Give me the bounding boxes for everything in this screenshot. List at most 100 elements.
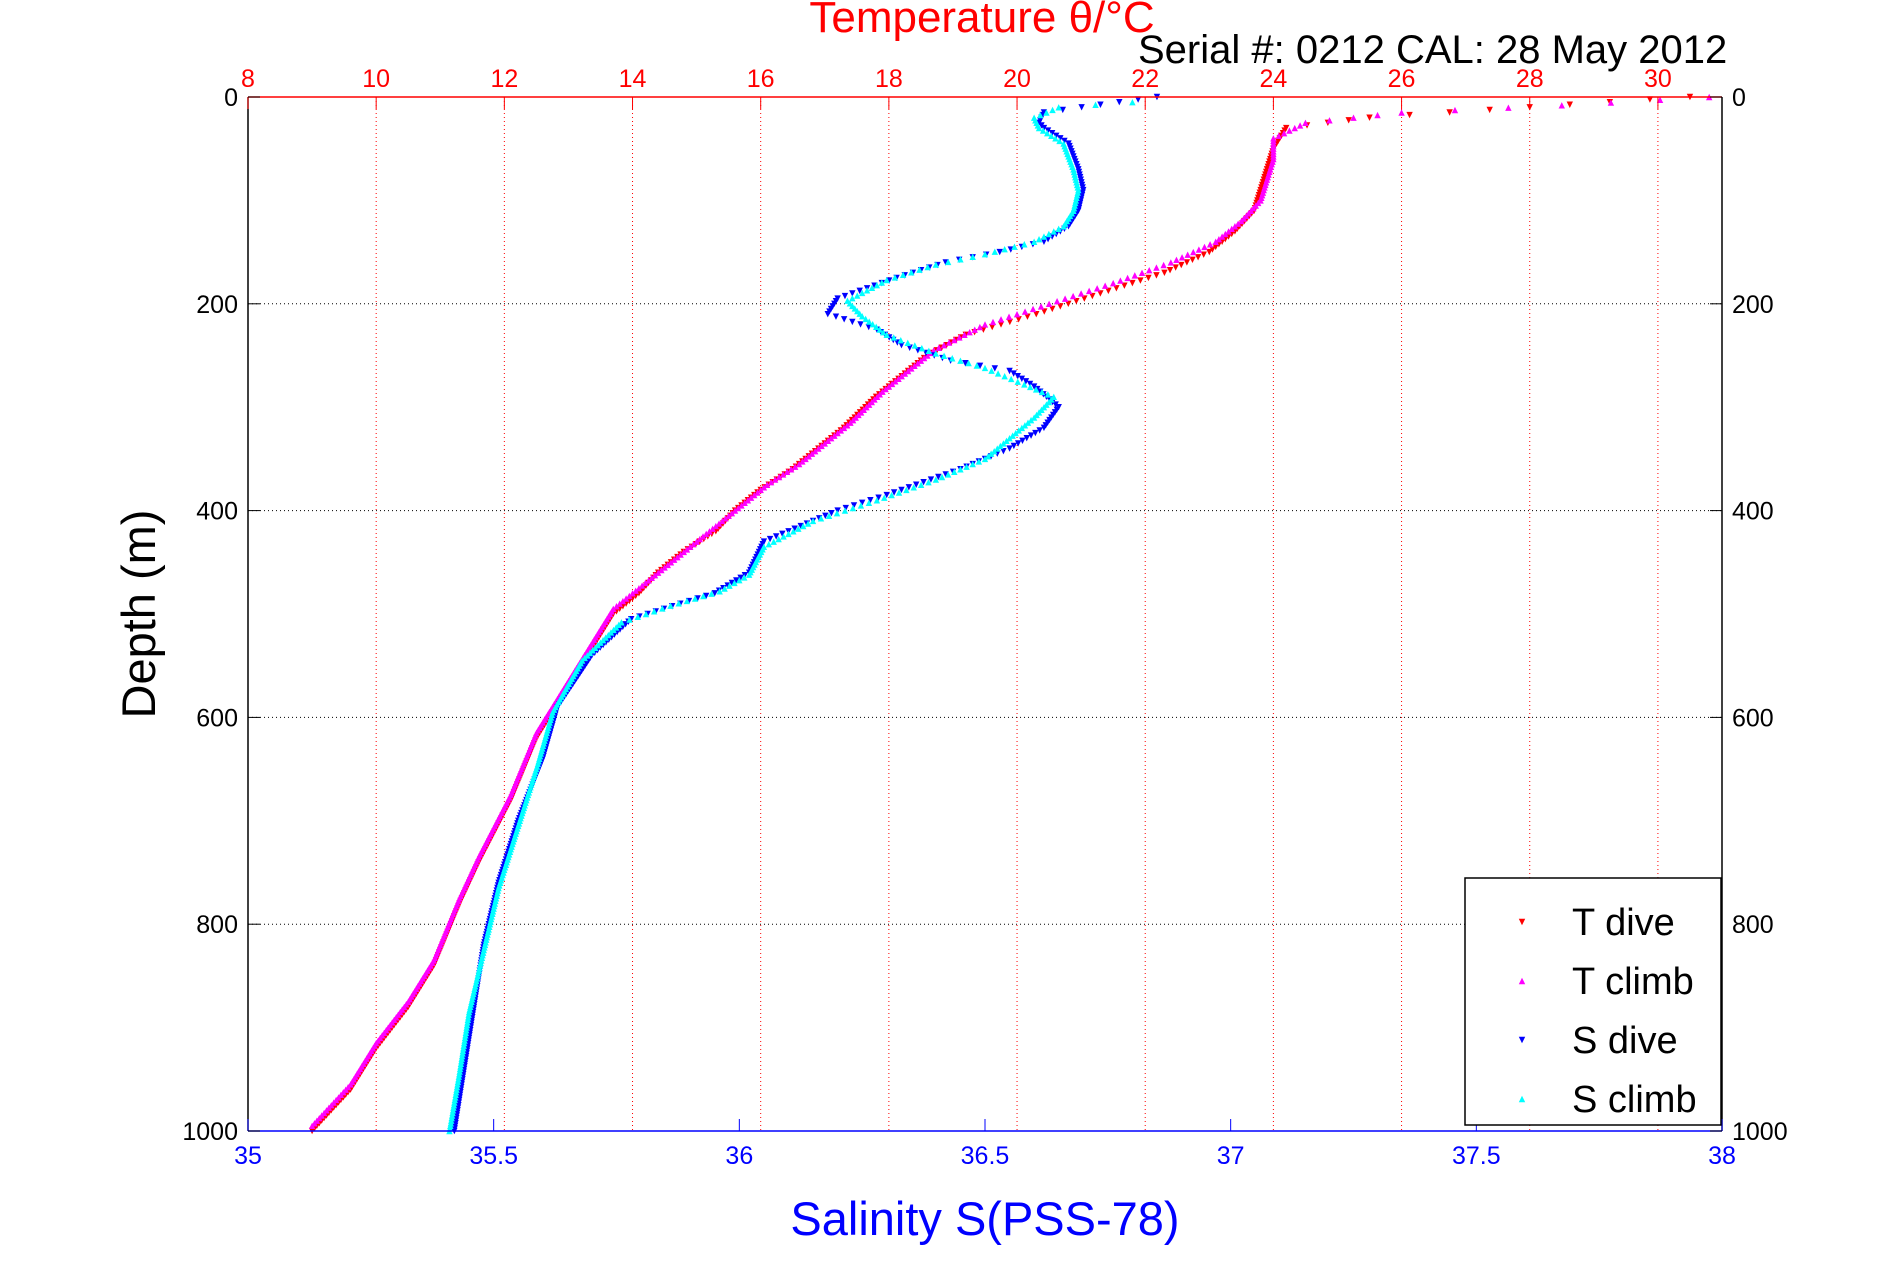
temp-tick-label: 22 <box>1131 65 1159 93</box>
data-point <box>741 574 748 581</box>
data-point <box>1184 251 1191 258</box>
data-point <box>817 515 825 522</box>
data-point <box>1039 127 1047 134</box>
data-point <box>895 375 902 382</box>
data-point <box>642 579 649 587</box>
data-point <box>1003 437 1010 445</box>
data-point <box>1092 101 1099 108</box>
data-point <box>638 582 646 589</box>
data-point <box>1646 96 1654 103</box>
data-point <box>849 290 856 297</box>
data-point <box>1006 367 1013 375</box>
data-point <box>833 509 841 517</box>
data-point <box>613 603 620 610</box>
data-point <box>888 491 895 499</box>
data-point <box>1030 383 1038 390</box>
data-point <box>622 595 630 602</box>
temp-tick-label: 26 <box>1388 65 1416 93</box>
data-point <box>1190 248 1197 256</box>
data-point <box>1012 429 1019 437</box>
data-point <box>804 520 812 527</box>
depth-tick-label-right: 0 <box>1732 84 1746 112</box>
data-point <box>873 281 881 289</box>
data-point <box>1238 217 1245 225</box>
data-point <box>463 1021 471 1029</box>
data-point <box>765 541 773 548</box>
legend-item-t-climb: T climb <box>1518 961 1694 1003</box>
data-point <box>1057 303 1064 310</box>
data-point <box>997 316 1005 323</box>
temp-tick-label: 10 <box>362 65 390 93</box>
data-point <box>661 564 668 571</box>
data-point <box>825 512 833 519</box>
data-point <box>940 341 948 349</box>
data-point <box>659 605 666 612</box>
data-point <box>1446 109 1453 116</box>
data-point <box>1212 238 1219 245</box>
data-point <box>876 326 883 333</box>
data-point <box>1172 264 1179 271</box>
data-point <box>844 422 851 429</box>
data-point <box>994 445 1001 452</box>
data-point <box>447 1120 454 1127</box>
data-point <box>989 323 996 331</box>
data-point <box>1008 375 1015 383</box>
axes: 8 10 12 14 16 18 20 22 24 26 28 30 35 35.5 36 36.5 37 37.… <box>182 65 1787 1170</box>
data-point <box>699 533 707 540</box>
data-point <box>1566 101 1573 108</box>
data-point <box>1105 287 1112 295</box>
data-point <box>451 1096 459 1104</box>
data-point <box>1021 381 1028 388</box>
data-point <box>736 577 743 584</box>
data-point <box>873 323 880 331</box>
data-point <box>1010 370 1017 377</box>
data-point <box>772 533 780 540</box>
data-point <box>897 336 904 344</box>
data-point <box>733 577 740 584</box>
data-point <box>1045 300 1053 307</box>
data-point <box>1206 241 1214 248</box>
depth-tick-label-right: 800 <box>1732 911 1774 939</box>
data-point <box>642 610 650 618</box>
data-point <box>1078 104 1085 111</box>
data-point <box>911 342 919 349</box>
data-point <box>446 1125 454 1132</box>
data-point <box>725 512 732 519</box>
data-point <box>458 1055 465 1062</box>
data-point <box>1014 372 1021 380</box>
data-point <box>452 1091 459 1099</box>
data-point <box>779 530 786 538</box>
legend-marker <box>1518 977 1526 985</box>
data-point <box>957 357 964 364</box>
salinity-tick-label: 37.5 <box>1452 1142 1501 1170</box>
data-point <box>904 339 911 346</box>
data-point <box>1173 256 1180 264</box>
data-point <box>935 473 942 481</box>
data-point <box>448 1117 455 1124</box>
data-point <box>951 468 958 476</box>
legend: T dive T climb S dive S climb <box>1464 877 1722 1126</box>
data-point <box>619 597 627 605</box>
data-point <box>963 463 970 470</box>
data-point <box>873 497 881 504</box>
temp-tick-label: 24 <box>1259 65 1287 93</box>
data-point <box>452 1089 460 1096</box>
data-point <box>708 590 715 597</box>
data-point <box>868 284 876 291</box>
data-point <box>1024 419 1032 426</box>
temp-tick-label: 30 <box>1644 65 1672 93</box>
data-point <box>1030 238 1038 245</box>
data-point <box>1607 99 1615 106</box>
temp-tick-label: 16 <box>747 65 775 93</box>
data-point <box>865 323 872 331</box>
data-point <box>869 320 876 328</box>
data-point <box>1045 230 1053 238</box>
data-point <box>763 481 771 488</box>
data-point <box>667 559 675 566</box>
data-point <box>1040 238 1048 245</box>
data-point <box>916 266 923 273</box>
data-point <box>847 419 854 426</box>
data-point <box>1053 298 1061 305</box>
data-point <box>1013 310 1021 318</box>
data-point <box>747 494 755 501</box>
